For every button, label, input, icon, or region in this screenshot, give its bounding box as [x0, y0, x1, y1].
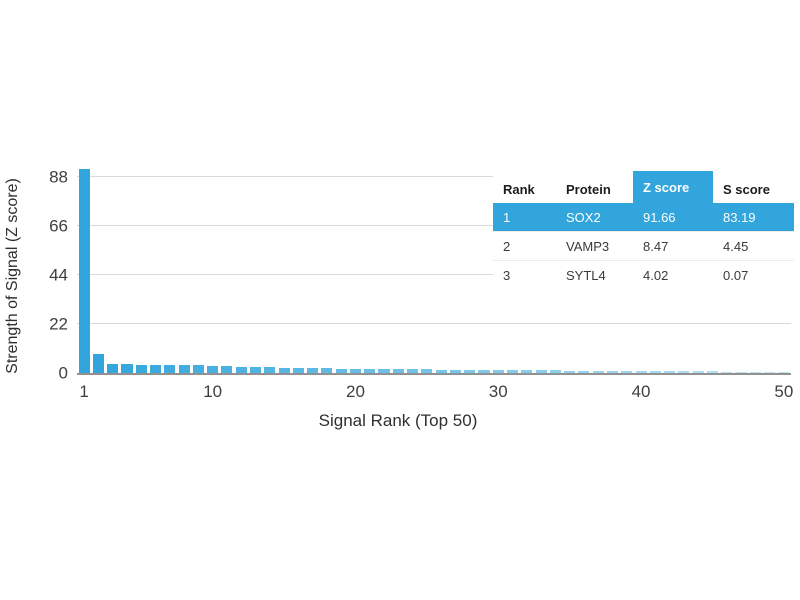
bar-rank-21	[364, 369, 376, 373]
y-tick-label-44: 44	[49, 265, 68, 285]
table-header-row: Rank Protein Z score S score	[493, 171, 794, 203]
bar-rank-20	[349, 368, 361, 373]
cell-s-score: 4.45	[723, 238, 749, 254]
bar-rank-24	[407, 369, 419, 373]
bar-rank-26	[435, 369, 447, 373]
bar-rank-38	[606, 370, 619, 373]
bar-rank-15	[278, 367, 290, 373]
bar-rank-47	[735, 371, 747, 373]
bar-rank-37	[592, 370, 604, 373]
bar-rank-41	[649, 371, 661, 373]
x-tick-label-10: 10	[203, 382, 223, 401]
table-row-rank-3: 3 SYTL4 4.02 0.07	[493, 260, 794, 289]
y-tick-label-66: 66	[49, 216, 68, 236]
bar-rank-16	[292, 367, 304, 373]
x-tick-label-20: 20	[345, 382, 365, 401]
bar-rank-33	[535, 370, 547, 373]
bar-rank-32	[521, 370, 533, 373]
table-row-rank-1: 1 SOX2 91.66 83.19	[493, 203, 794, 231]
bar-rank-29	[478, 369, 490, 373]
table-body: 1 SOX2 91.66 83.19 2 VAMP3 8.47 4.45 3 SYTL4 4.02 0…	[493, 203, 794, 289]
cell-s-score: 0.07	[723, 267, 749, 283]
bar-rank-31	[507, 370, 519, 373]
bar-rank-7	[164, 364, 176, 373]
y-tick-label-22: 22	[49, 314, 68, 334]
bar-rank-36	[578, 370, 590, 373]
column-header-protein: Protein	[556, 176, 633, 203]
bar-rank-10	[207, 365, 219, 373]
bar-rank-3	[107, 364, 119, 373]
bar-rank-48	[749, 371, 761, 373]
x-tick-label-50: 50	[774, 382, 794, 401]
x-tick-label-40: 40	[631, 382, 651, 401]
bar-rank-22	[378, 369, 390, 373]
bar-rank-5	[135, 364, 147, 373]
bar-rank-50	[778, 371, 790, 373]
bar-rank-28	[464, 369, 476, 373]
bar-rank-46	[721, 371, 733, 373]
bar-rank-44	[692, 371, 704, 373]
bar-rank-17	[307, 368, 319, 373]
x-tick-label-1: 1	[79, 382, 89, 401]
column-header-s-score: S score	[713, 176, 794, 203]
bar-rank-25	[421, 369, 433, 373]
gridline-44	[77, 274, 791, 275]
cell-z-score: 4.02	[643, 267, 669, 283]
cell-protein: VAMP3	[566, 238, 610, 254]
table-row-rank-2: 2 VAMP3 8.47 4.45	[493, 231, 794, 260]
bar-rank-30	[492, 370, 504, 373]
y-tick-label-0: 0	[58, 363, 68, 383]
bar-rank-13	[249, 367, 262, 373]
bar-rank-2	[92, 354, 104, 373]
bar-rank-12	[235, 366, 247, 373]
x-tick-label-30: 30	[488, 382, 508, 401]
column-header-rank: Rank	[493, 176, 556, 203]
plot-area	[77, 165, 791, 375]
cell-rank: 1	[503, 209, 511, 225]
bar-rank-19	[335, 368, 347, 373]
cell-protein: SOX2	[566, 209, 601, 225]
bar-rank-9	[192, 365, 204, 373]
bar-rank-43	[678, 371, 690, 373]
cell-z-score: 8.47	[643, 238, 669, 254]
bar-rank-45	[706, 371, 718, 373]
bar-rank-18	[321, 368, 333, 373]
gridline-22	[77, 323, 791, 324]
cell-rank: 3	[503, 267, 511, 283]
bar-rank-42	[664, 371, 676, 373]
bar-rank-27	[449, 369, 461, 373]
bar-rank-1	[78, 168, 90, 373]
bar-rank-4	[121, 364, 133, 373]
x-axis-title: Signal Rank (Top 50)	[318, 411, 478, 430]
bar-rank-14	[264, 367, 276, 373]
gridline-66	[77, 225, 791, 226]
bar-rank-40	[635, 371, 647, 373]
bar-rank-23	[392, 369, 404, 373]
column-header-z-score: Z score	[633, 171, 713, 203]
cell-z-score: 91.66	[643, 209, 676, 225]
cell-protein: SYTL4	[566, 267, 606, 283]
cell-rank: 2	[503, 238, 511, 254]
top-proteins-table: Rank Protein Z score S score 1 SOX2 91.66 83.1…	[493, 171, 794, 289]
bar-rank-8	[178, 365, 190, 373]
bar-rank-34	[549, 370, 561, 373]
bar-rank-39	[621, 371, 633, 373]
cell-s-score: 83.19	[723, 209, 756, 225]
bar-rank-49	[764, 371, 776, 373]
y-tick-label-88: 88	[49, 167, 68, 187]
bar-rank-11	[221, 366, 233, 373]
gridline-88	[77, 176, 791, 177]
bar-rank-35	[564, 370, 576, 373]
bar-rank-6	[150, 364, 162, 373]
